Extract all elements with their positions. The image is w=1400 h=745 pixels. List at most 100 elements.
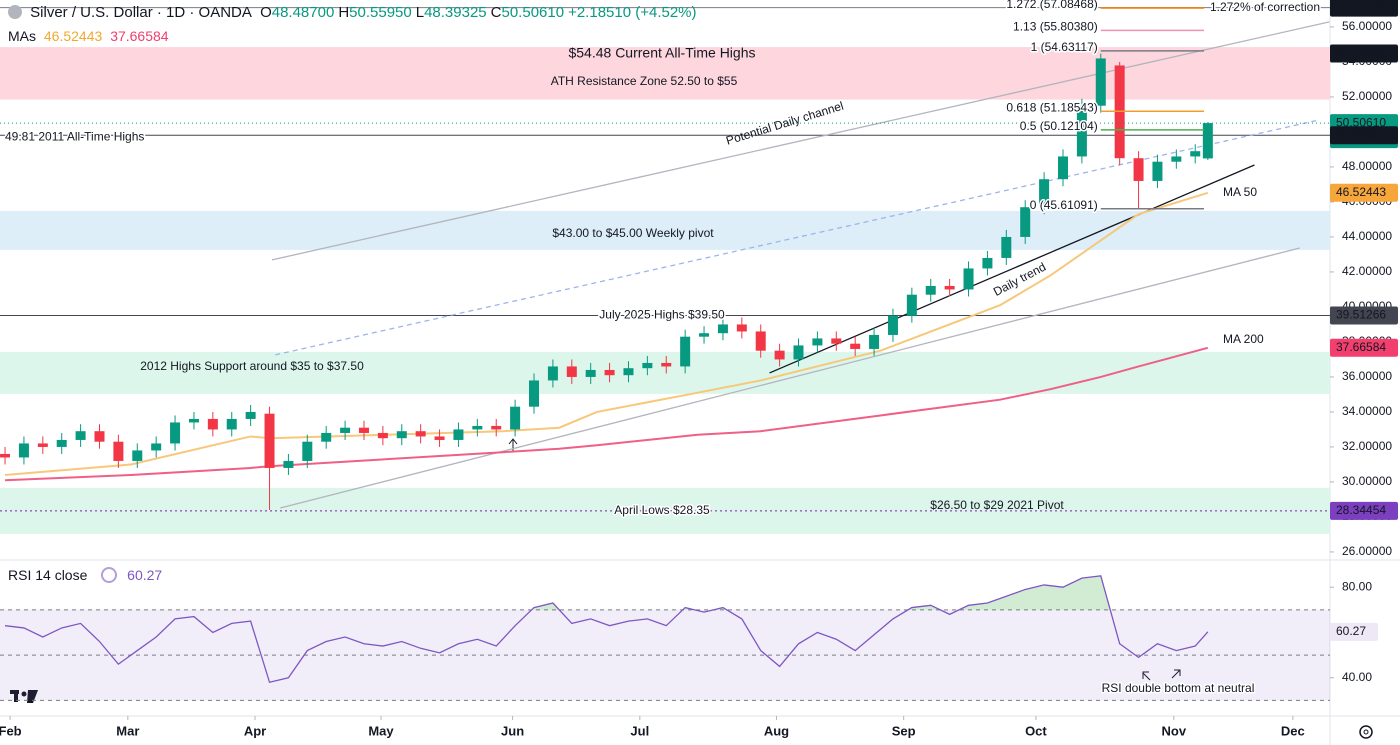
moving-average — [4, 191, 1209, 476]
moving-average — [4, 346, 1209, 482]
candle-body — [1020, 207, 1031, 237]
candle-body — [207, 418, 218, 430]
stat-value: 50.50610 — [501, 4, 565, 21]
candle-body — [736, 324, 747, 332]
ma50-value: 46.52443 — [43, 28, 103, 44]
candle-body — [302, 441, 313, 461]
price-label-box — [1330, 501, 1398, 520]
candle-body — [151, 443, 162, 451]
x-tick-label: Oct — [1025, 723, 1047, 738]
ma-label: MA 200 — [1223, 332, 1264, 346]
candle-body — [869, 334, 880, 349]
stat-label: L — [415, 4, 425, 21]
trendline — [275, 119, 1320, 356]
candle-body — [1039, 179, 1050, 208]
stat-value: 48.48700 — [271, 4, 335, 21]
candle-body — [793, 345, 804, 360]
fib-label: 1.13 (55.80380) — [1013, 20, 1098, 34]
price-label-box — [1330, 338, 1398, 357]
price-label-box — [1330, 0, 1398, 17]
price-label: 28.34454 — [1336, 503, 1386, 517]
stat-value: 50.55950 — [349, 4, 412, 21]
candle-body — [925, 285, 936, 295]
candle-body — [774, 350, 785, 360]
x-tick-label: Apr — [244, 723, 266, 738]
candle-body — [396, 431, 407, 439]
settings-icon[interactable] — [1359, 725, 1373, 739]
candle-body — [623, 368, 634, 376]
zone-label: $26.50 to $29 2021 Pivot — [930, 498, 1064, 512]
x-tick-label: Dec — [1281, 723, 1305, 738]
candle-body — [850, 343, 861, 349]
candle-body — [453, 429, 464, 440]
fib-label: 0.5 (50.12104) — [1020, 119, 1098, 133]
candle-body — [547, 366, 558, 381]
candle-body — [321, 432, 332, 442]
y-tick-label: 42.00000 — [1342, 264, 1392, 278]
y-tick-label: 36.00000 — [1342, 369, 1392, 383]
x-tick-label: Sep — [892, 723, 916, 738]
line-label: 49.81 2011 All-Time Highs — [5, 129, 144, 143]
zone-label: $43.00 to $45.00 Weekly pivot — [552, 226, 714, 240]
candle-body — [812, 338, 823, 346]
price-label: 46.52443 — [1336, 185, 1386, 199]
rsi-value-label: 60.27 — [1336, 624, 1366, 638]
candle-body — [1001, 236, 1012, 258]
price-label: 39.51266 — [1336, 308, 1386, 322]
price-label: 57.10732 — [1336, 0, 1386, 14]
rsi-annotation: RSI double bottom at neutral — [1102, 681, 1255, 695]
candle-body — [944, 285, 955, 290]
candle-body — [245, 411, 256, 419]
stat-value: 48.39325 — [424, 4, 487, 21]
candle-body — [1133, 158, 1144, 181]
line-label: July 2025 Highs $39.50 — [599, 308, 725, 322]
candle-body — [1171, 156, 1182, 162]
ma-label: MAs — [8, 28, 36, 44]
zone-label: 2012 Highs Support around $35 to $37.50 — [140, 359, 364, 373]
candle-body — [680, 336, 691, 367]
price-label: 54.48000 — [1336, 46, 1386, 60]
candle-body — [358, 427, 369, 433]
y-tick-label: 32.00000 — [1342, 439, 1392, 453]
stat-value: +2.18510 (+4.52%) — [568, 4, 697, 21]
candle-body — [906, 294, 917, 316]
fib-label: 1.272 (57.08468) — [1006, 0, 1097, 11]
price-label: 49.81000 — [1336, 127, 1386, 141]
fib-label: 1 (54.63117) — [1031, 40, 1098, 54]
candle-body — [604, 369, 615, 376]
x-tick-label: Aug — [764, 723, 789, 738]
y-tick-label: 52.00000 — [1342, 89, 1392, 103]
y-tick-label: 44.00000 — [1342, 229, 1392, 243]
symbol: Silver / U.S. Dollar · 1D · OANDA — [30, 4, 252, 21]
candle-body — [94, 431, 105, 442]
candle-body — [340, 427, 351, 433]
rsi-value: 60.27 — [127, 567, 163, 583]
arrow — [1142, 671, 1151, 681]
candle-body — [529, 380, 540, 407]
x-tick-label: Jul — [630, 723, 649, 738]
y-tick-label: 40.00 — [1342, 670, 1372, 684]
price-label-box — [1330, 126, 1398, 145]
candle-body — [982, 257, 993, 269]
trendline-label: Potential Daily channel — [724, 99, 845, 148]
rsi-title: RSI 14 close — [8, 567, 88, 583]
candle-body — [963, 268, 974, 290]
rsi-icon — [101, 567, 118, 583]
candle-body — [699, 333, 710, 337]
candle-body — [1095, 58, 1106, 106]
candle-body — [170, 422, 181, 444]
stat-label: H — [338, 4, 350, 21]
x-tick-label: Mar — [116, 723, 139, 738]
trendline — [271, 21, 1330, 261]
x-tick-label: Feb — [0, 723, 22, 738]
trendline — [769, 164, 1255, 374]
stat-label: O — [260, 4, 272, 21]
candle-body — [56, 439, 67, 447]
symbol-icon — [8, 5, 22, 19]
candle-body — [415, 431, 426, 437]
candle-body — [755, 331, 766, 351]
y-tick-label: 30.00000 — [1342, 474, 1392, 488]
y-tick-label: 48.00000 — [1342, 159, 1392, 173]
candle-body — [188, 418, 199, 423]
candle-body — [377, 432, 388, 439]
